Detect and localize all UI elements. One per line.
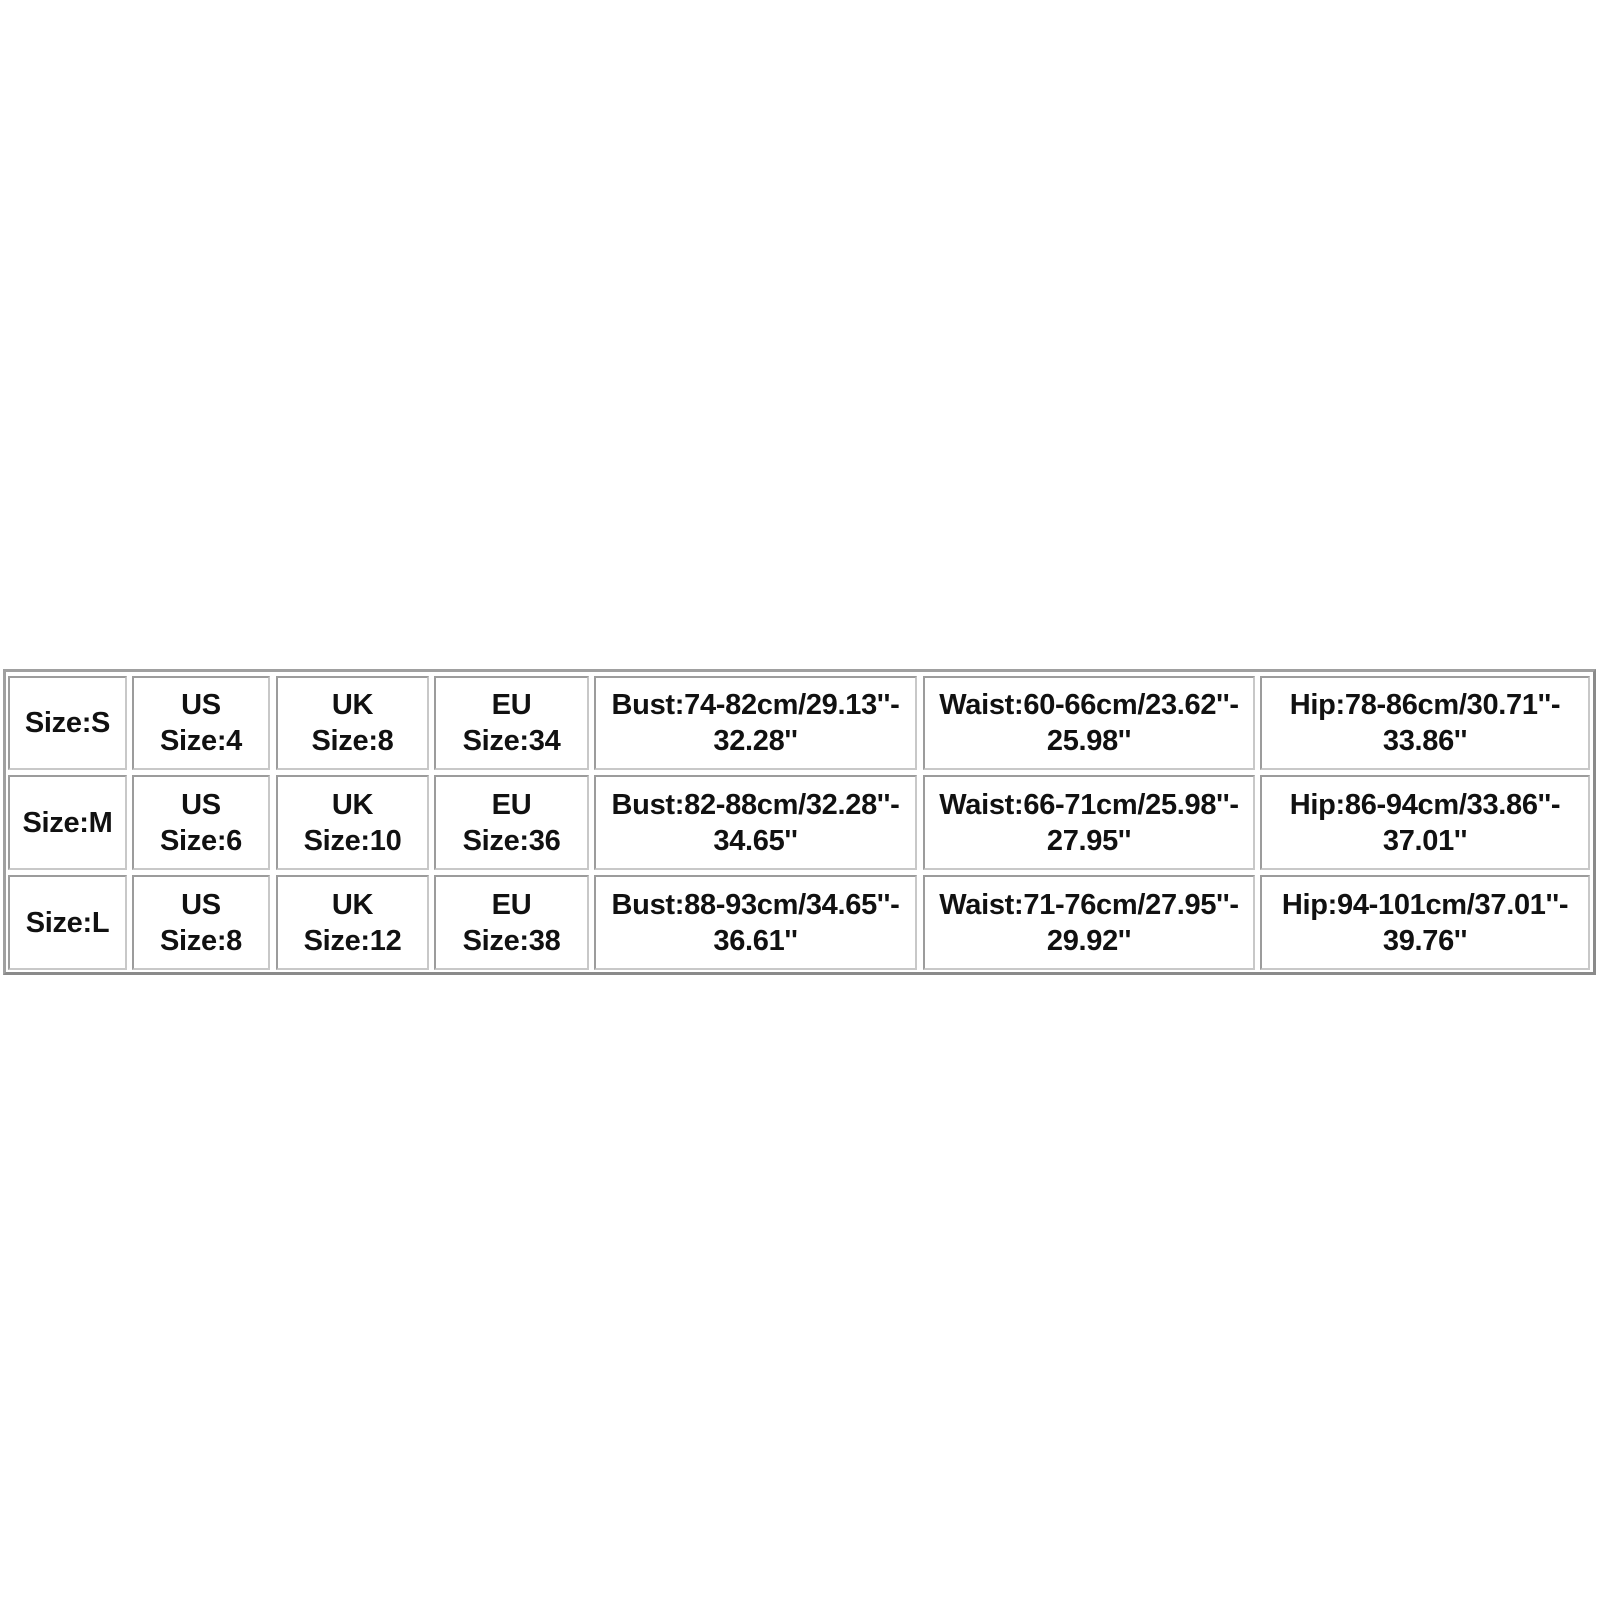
cell-hip: Hip:86-94cm/33.86''- 37.01'' — [1260, 775, 1590, 870]
cell-hip: Hip:78-86cm/30.71''- 33.86'' — [1260, 676, 1590, 770]
cell-bust: Bust:82-88cm/32.28''- 34.65'' — [594, 775, 917, 870]
cell-us-size: US Size:6 — [132, 775, 270, 870]
cell-uk-size: UK Size:10 — [276, 775, 429, 870]
cell-us-size: US Size:4 — [132, 676, 270, 770]
cell-eu-size: EU Size:36 — [434, 775, 589, 870]
cell-waist: Waist:71-76cm/27.95''- 29.92'' — [923, 875, 1255, 970]
cell-size-label: Size:S — [8, 676, 127, 770]
cell-waist: Waist:66-71cm/25.98''- 27.95'' — [923, 775, 1255, 870]
cell-uk-size: UK Size:8 — [276, 676, 429, 770]
cell-bust: Bust:74-82cm/29.13''- 32.28'' — [594, 676, 917, 770]
cell-eu-size: EU Size:34 — [434, 676, 589, 770]
cell-hip: Hip:94-101cm/37.01''- 39.76'' — [1260, 875, 1590, 970]
cell-uk-size: UK Size:12 — [276, 875, 429, 970]
cell-us-size: US Size:8 — [132, 875, 270, 970]
cell-waist: Waist:60-66cm/23.62''- 25.98'' — [923, 676, 1255, 770]
cell-size-label: Size:L — [8, 875, 127, 970]
cell-size-label: Size:M — [8, 775, 127, 870]
cell-eu-size: EU Size:38 — [434, 875, 589, 970]
cell-bust: Bust:88-93cm/34.65''- 36.61'' — [594, 875, 917, 970]
size-chart-table: Size:S US Size:4 UK Size:8 EU Size:34 Bust:7… — [3, 669, 1596, 975]
